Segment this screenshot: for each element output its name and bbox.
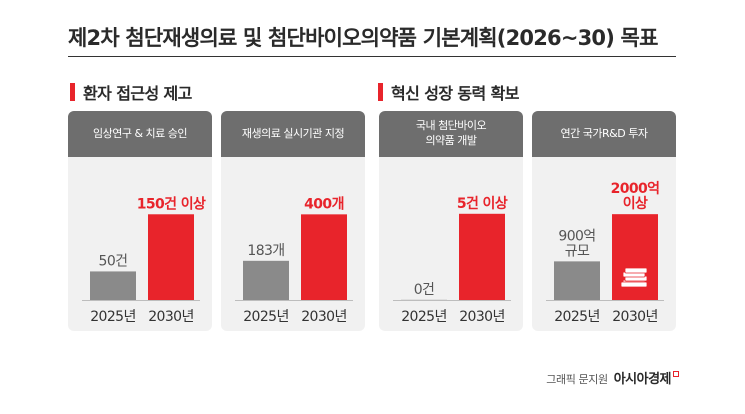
bar-chart: 50건 2025년 150건 이상 2030년	[82, 195, 207, 325]
category-label: 2025년	[243, 309, 289, 325]
bar-2030년	[148, 214, 194, 300]
section-label: 혁신 성장 동력 확보	[391, 84, 519, 103]
bar-chart: 900억 규모 2025년 2000억 이상 2030년	[546, 181, 664, 325]
value-label: 900억 규모	[558, 228, 595, 259]
category-label: 2025년	[90, 309, 136, 325]
value-label: 2000억 이상	[611, 181, 660, 212]
category-label: 2025년	[554, 309, 600, 325]
category-label: 2030년	[612, 309, 658, 325]
credit-author: 그래픽 문지원	[546, 373, 608, 386]
panel-title: 연간 국가R&D 투자	[532, 111, 676, 157]
panel-title: 임상연구 & 치료 승인	[68, 111, 212, 157]
credit-brand: 아시아경제	[613, 372, 672, 387]
section-patient-access: 환자 접근성 제고	[70, 80, 192, 104]
section-label: 환자 접근성 제고	[83, 84, 192, 103]
panel-biopharma-development: 국내 첨단바이오 의약품 개발 0건 2025년 5건 이상 2030년	[379, 111, 523, 331]
section-innovation-growth: 혁신 성장 동력 확보	[378, 80, 519, 104]
money-stack-icon	[620, 267, 648, 288]
brand-mark-icon	[673, 371, 679, 377]
value-label: 400개	[304, 196, 344, 212]
category-label: 2030년	[148, 309, 194, 325]
category-label: 2030년	[301, 309, 347, 325]
value-label: 5건 이상	[457, 195, 508, 212]
panel-rnd-investment: 연간 국가R&D 투자 900억 규모 2025년 2000억 이상 2030년	[532, 111, 676, 331]
panel-title: 국내 첨단바이오 의약품 개발	[379, 111, 523, 157]
panel-title: 재생의료 실시기관 지정	[221, 111, 365, 157]
bar-2030년	[301, 214, 347, 300]
page-title: 제2차 첨단재생의료 및 첨단바이오의약품 기본계획(2026~30) 목표	[68, 26, 658, 50]
credit: 그래픽 문지원 아시아경제	[546, 368, 679, 387]
bar-2025년	[554, 261, 600, 300]
category-label: 2025년	[401, 309, 447, 325]
value-label: 183개	[247, 243, 284, 259]
bar-chart: 0건 2025년 5건 이상 2030년	[393, 195, 511, 325]
section-marker	[70, 83, 75, 101]
panel-clinical-approval: 임상연구 & 치료 승인 50건 2025년 150건 이상 2030년	[68, 111, 212, 331]
section-marker	[378, 83, 383, 101]
title-divider	[68, 56, 676, 57]
bar-2030년	[459, 213, 505, 300]
category-label: 2030년	[459, 309, 505, 325]
value-label: 50건	[99, 253, 128, 269]
bar-2025년	[243, 260, 289, 300]
value-label: 150건 이상	[137, 195, 206, 212]
bar-2025년	[90, 271, 136, 300]
panel-institution-designation: 재생의료 실시기관 지정 183개 2025년 400개 2030년	[221, 111, 365, 331]
value-label: 0건	[414, 282, 435, 298]
bar-chart: 183개 2025년 400개 2030년	[235, 196, 353, 325]
